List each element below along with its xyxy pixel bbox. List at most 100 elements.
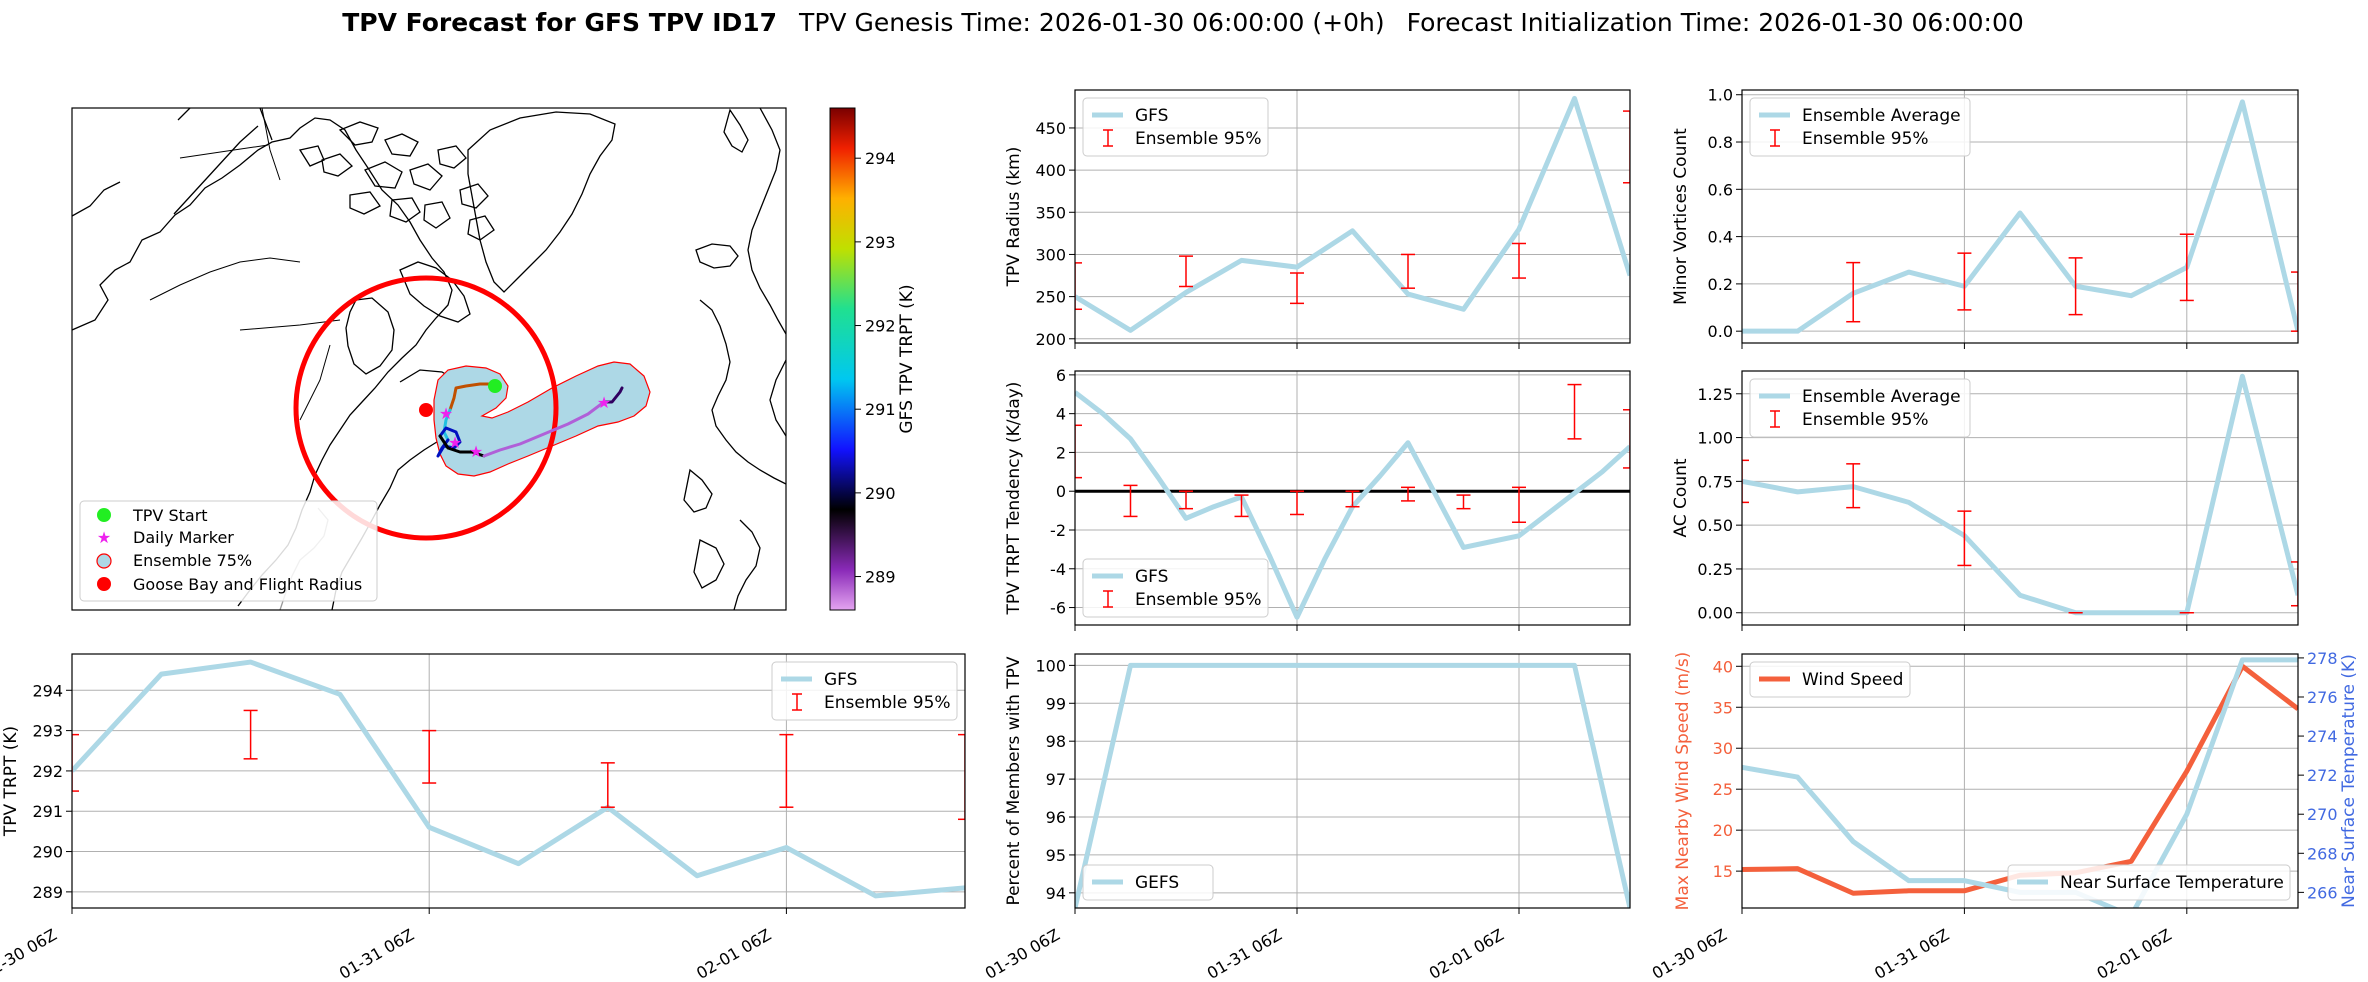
y-tick-label: 292 [32,762,63,781]
tpv-start-marker [488,379,502,393]
legend-frame [1082,97,1269,157]
coastline-north-america [72,117,453,607]
colorbar-tick-label: 293 [865,233,896,252]
y-tick-label: 294 [32,681,63,700]
y-tick-label: 250 [1035,288,1066,307]
colorbar-tick-label: 290 [865,484,896,503]
legend-goosebay-label: Goose Bay and Flight Radius [133,575,362,594]
y-tick-label: 94 [1046,884,1066,903]
coastline-iceland [695,243,739,269]
title-main: TPV Forecast for GFS TPV ID17 [342,8,777,37]
plot-area-ac [1742,373,2298,616]
y-right-tick-label: 268 [2307,844,2338,863]
y-axis-label: TPV TRPT Tendency (K/day) [1004,382,1024,616]
colorbar-gradient [829,107,856,611]
y-tick-label: 95 [1046,846,1066,865]
panel-tend: 6 4 2 0 -2 -4 -6 TPV TRPT Tendency (K/day) GFS En… [1004,366,1631,631]
y-tick-label: 0.25 [1697,560,1733,579]
series-line-ensemble-average [1742,373,2298,616]
legend-ensemble-swatch [96,553,112,569]
panel-minor: 0.0 0.2 0.4 0.6 0.8 1.0 Minor Vortices Count En… [1671,86,2299,349]
colorbar-label: GFS TPV TRPT (K) [897,284,917,433]
legend-start-swatch [97,508,111,522]
y-tick-label: 1.0 [1708,86,1733,105]
y-right-tick-label: 270 [2307,805,2338,824]
legend-label: GFS [1135,106,1168,126]
axes-frame [1741,370,2299,626]
y-tick-label: 100 [1035,656,1066,675]
panel-ac: 0.00 0.25 0.50 0.75 1.00 1.25 AC Count Ensemble… [1671,370,2299,631]
y-tick-label: 200 [1035,330,1066,349]
legend-label: Near Surface Temperature [2060,873,2284,893]
daily-marker-2: ★ [448,433,462,452]
map-frame [71,107,787,611]
legend-label: Ensemble 95% [1135,129,1262,149]
boundary-lines [149,108,341,421]
y-tick-label: 1.25 [1697,385,1733,404]
y-tick-label: 35 [1713,698,1733,717]
plot-area-trpt [72,659,965,899]
legend-ensemble-label: Ensemble 75% [133,551,252,570]
y-axis-label: Percent of Members with TPV [1004,656,1024,905]
plot-area-radius [1075,95,1630,333]
legend-label: Wind Speed [1802,670,1903,690]
colorbar-tick-label: 294 [865,149,896,168]
daily-marker-1: ★ [439,404,453,423]
title-genesis: TPV Genesis Time: 2026-01-30 06:00:00 (+… [798,8,1385,37]
track-segment-mid1 [442,408,452,442]
colorbar: GFS TPV TRPT (K) 289 290 291 292 293 294 [829,107,917,611]
coastline-baffin [345,261,471,375]
track-segment-early [448,382,496,412]
y-right-tick-label: 278 [2307,649,2338,668]
flight-radius-circle [293,275,559,541]
y-tick-label: 0.8 [1708,133,1733,152]
y-tick-label: 0 [1056,482,1066,501]
y-axis-label: Minor Vortices Count [1671,128,1691,305]
daily-marker-4: ★ [597,393,611,412]
coastline-europe [683,108,786,610]
y-tick-label: 400 [1035,161,1066,180]
tpv-track [436,382,624,458]
y-tick-label: 1.00 [1697,429,1733,448]
legend-label: GFS [1135,567,1168,587]
legend-label: Ensemble 95% [1802,410,1929,430]
legend-label: Ensemble 95% [824,693,951,713]
legend-label: Ensemble Average [1802,106,1961,126]
figure-title: TPV Forecast for GFS TPV ID17 TPV Genesis… [342,8,2024,37]
legend-daily-label: Daily Marker [133,528,234,547]
y-tick-label: -4 [1050,560,1066,579]
y-axis-label: TPV TRPT (K) [1,726,21,837]
axes-frame [1741,653,2299,909]
goose-bay-marker [419,403,433,417]
y-tick-label: 15 [1713,862,1733,881]
y-tick-label: -2 [1050,521,1066,540]
legend-daily-swatch: ★ [97,528,111,547]
legend-frame [2007,864,2291,901]
track-segment-final [602,386,624,404]
legend-goosebay-swatch [97,577,111,591]
y-tick-label: 290 [32,843,63,862]
ensemble-75-region [433,361,651,477]
y-tick-label: 30 [1713,739,1733,758]
y-tick-label: -6 [1050,599,1066,618]
y-tick-label: 0.0 [1708,322,1733,341]
map-legend-frame [79,500,378,602]
legend-start-label: TPV Start [132,506,208,525]
track-segment-mid3 [438,434,486,458]
series-line-gfs [1075,95,1630,333]
series-line-ensemble-average [1742,99,2298,334]
coastline-greenland [467,111,616,293]
colorbar-tick-label: 291 [865,400,896,419]
track-segment-mid2 [436,426,462,458]
y-tick-label: 300 [1035,245,1066,264]
coastline-archipelago [298,121,495,241]
panel-radius: 200 250 300 350 400 450 TPV Radius (km) GFS Ense… [1004,89,1631,349]
coastline-alaska-lines [72,108,273,217]
y-tick-label: 291 [32,802,63,821]
axes-frame [1074,370,1631,626]
y-tick-label: 97 [1046,770,1066,789]
y-tick-label: 2 [1056,443,1066,462]
map-coastlines [72,108,786,610]
y-tick-label: 4 [1056,405,1066,424]
